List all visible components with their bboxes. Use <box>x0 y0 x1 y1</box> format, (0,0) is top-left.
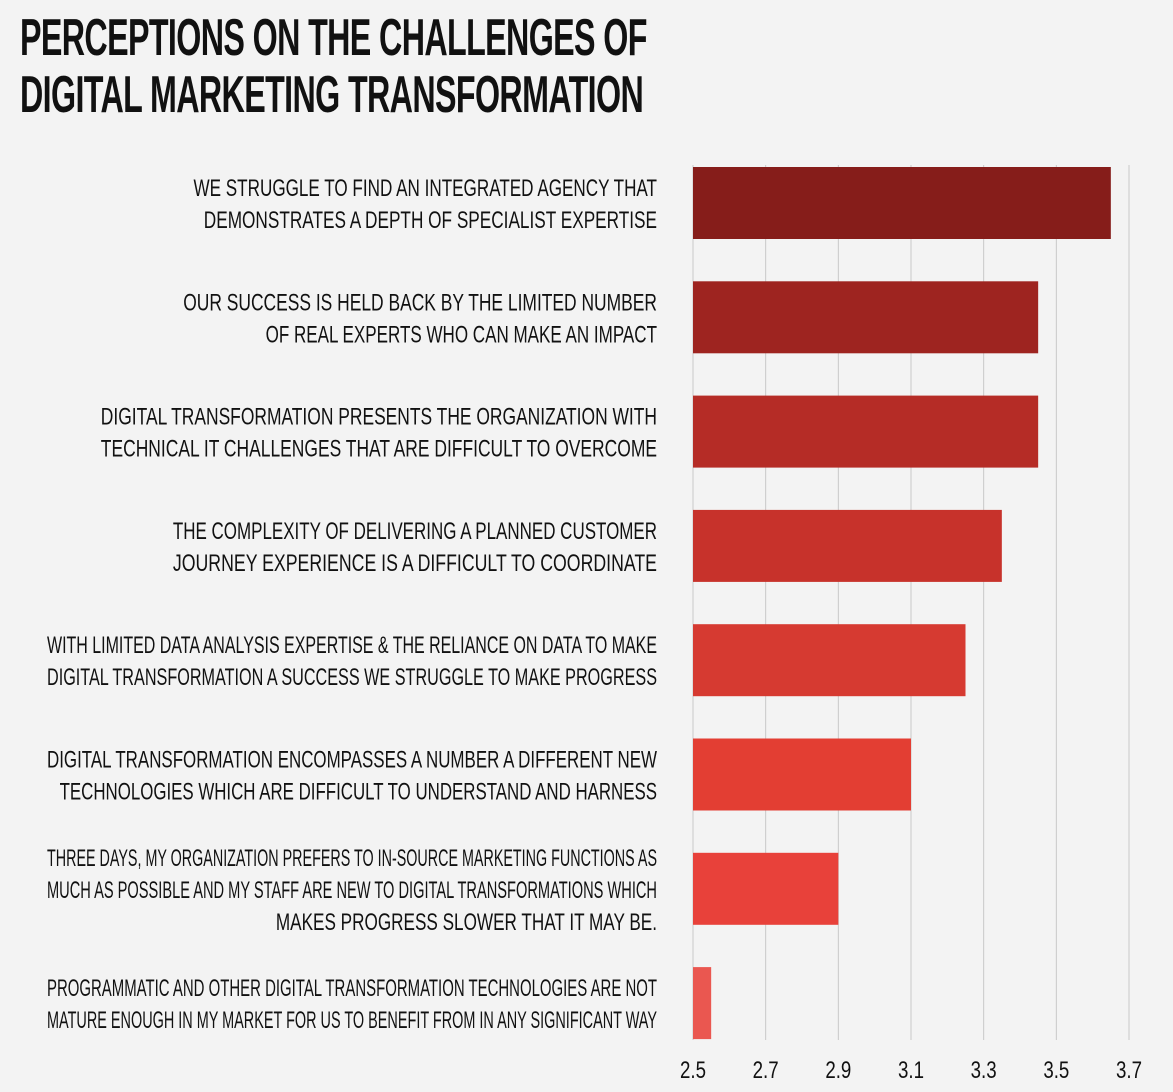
bar <box>693 281 1039 354</box>
category-label: MATURE ENOUGH IN MY MARKET FOR US TO BEN… <box>47 1007 657 1034</box>
category-label: DEMONSTRATES A DEPTH OF SPECIALIST EXPER… <box>204 207 657 234</box>
x-tick-label: 3.1 <box>898 1057 924 1084</box>
x-axis-ticks: 2.5 2.7 2.9 3.1 3.3 3.5 3.7 <box>680 1057 1142 1084</box>
x-tick-label: 2.9 <box>825 1057 851 1084</box>
category-label: THREE DAYS, MY ORGANIZATION PREFERS TO I… <box>47 845 657 872</box>
category-label: MAKES PROGRESS SLOWER THAT IT MAY BE. <box>276 909 657 936</box>
x-tick-label: 3.5 <box>1043 1057 1069 1084</box>
bar <box>693 395 1039 468</box>
category-label: THE COMPLEXITY OF DELIVERING A PLANNED C… <box>173 518 657 545</box>
bars <box>693 167 1111 1040</box>
category-label: JOURNEY EXPERIENCE IS A DIFFICULT TO COO… <box>173 550 657 577</box>
category-label: MUCH AS POSSIBLE AND MY STAFF ARE NEW TO… <box>47 877 657 904</box>
x-tick-label: 3.3 <box>971 1057 997 1084</box>
category-label: TECHNOLOGIES WHICH ARE DIFFICULT TO UNDE… <box>60 779 657 806</box>
category-label: DIGITAL TRANSFORMATION A SUCCESS WE STRU… <box>47 664 657 691</box>
bar <box>693 738 911 811</box>
category-label: TECHNICAL IT CHALLENGES THAT ARE DIFFICU… <box>101 436 657 463</box>
bar <box>693 852 839 925</box>
category-label: DIGITAL TRANSFORMATION ENCOMPASSES A NUM… <box>47 747 657 774</box>
bar <box>693 624 966 697</box>
x-tick-label: 2.7 <box>753 1057 779 1084</box>
category-label: PROGRAMMATIC AND OTHER DIGITAL TRANSFORM… <box>47 975 657 1002</box>
bar <box>693 967 712 1040</box>
category-labels: WE STRUGGLE TO FIND AN INTEGRATED AGENCY… <box>47 175 657 1034</box>
bar <box>693 509 1002 582</box>
category-label: OF REAL EXPERTS WHO CAN MAKE AN IMPACT <box>266 321 658 348</box>
category-label: OUR SUCCESS IS HELD BACK BY THE LIMITED … <box>183 289 657 316</box>
category-label: WE STRUGGLE TO FIND AN INTEGRATED AGENCY… <box>194 175 658 202</box>
bar <box>693 167 1111 239</box>
x-tick-label: 2.5 <box>680 1057 706 1084</box>
category-label: DIGITAL TRANSFORMATION PRESENTS THE ORGA… <box>101 404 657 431</box>
category-label: WITH LIMITED DATA ANALYSIS EXPERTISE & T… <box>47 632 657 659</box>
x-tick-label: 3.7 <box>1116 1057 1142 1084</box>
